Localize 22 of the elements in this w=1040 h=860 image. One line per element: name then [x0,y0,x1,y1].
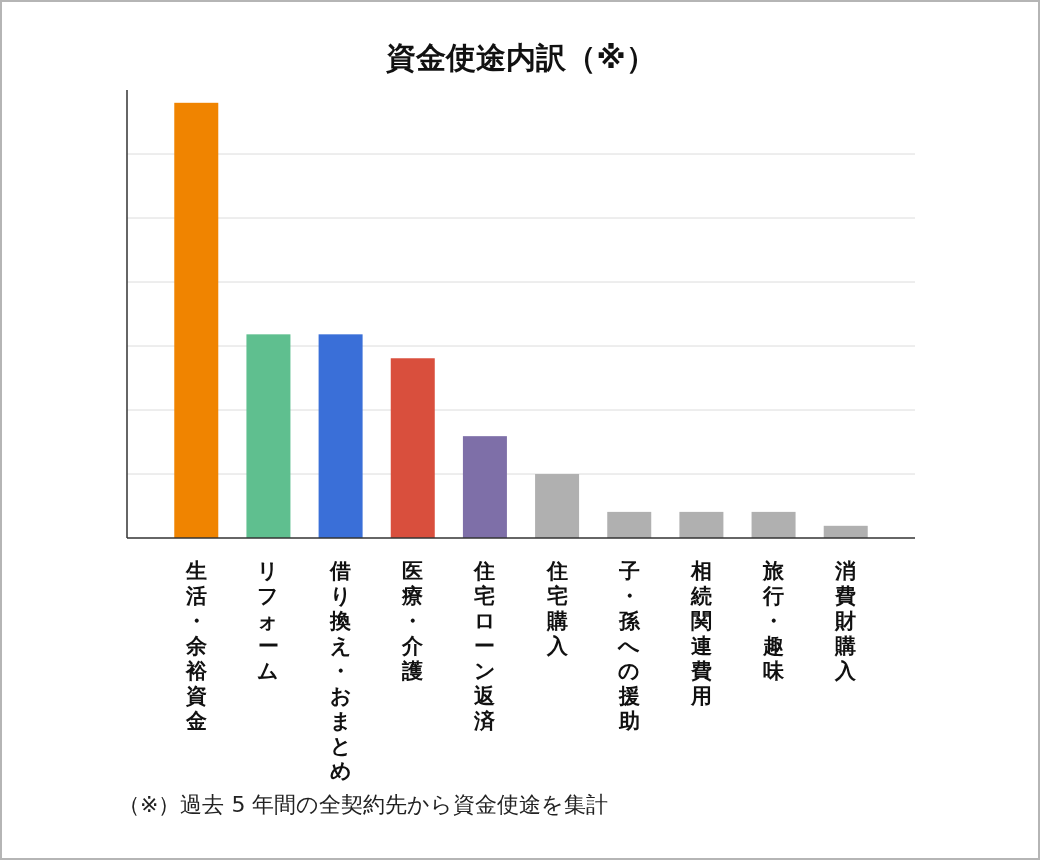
bar [390,358,435,538]
x-tick-label: 旅行・趣味 [762,559,786,683]
x-tick-label: 医療・介護 [401,559,425,683]
bar [607,511,652,538]
bar [823,525,868,538]
x-tick-label: リフォーム [257,559,280,683]
bar [318,334,363,538]
text: （※）過去 5 年間の全契約先から資金使途を集計 [118,792,609,817]
x-tick-label: 住宅購入 [545,559,569,658]
x-tick-label: 相続関連費用 [689,559,712,708]
bar [679,511,724,538]
bar [751,511,796,538]
chart-title: 資金使途内訳（※） [385,40,656,75]
bar [174,102,219,538]
bar [246,334,291,538]
x-tick-label: 子・孫への援助 [617,559,641,733]
x-tick-label: 消費財購入 [834,559,858,683]
bar [535,474,580,538]
bar [462,436,507,538]
x-tick-label: 生活・余裕資金 [184,559,208,733]
category-label: 借り換え・おまとめ [329,559,352,783]
x-tick-label: 住宅ローン返済 [473,559,497,733]
